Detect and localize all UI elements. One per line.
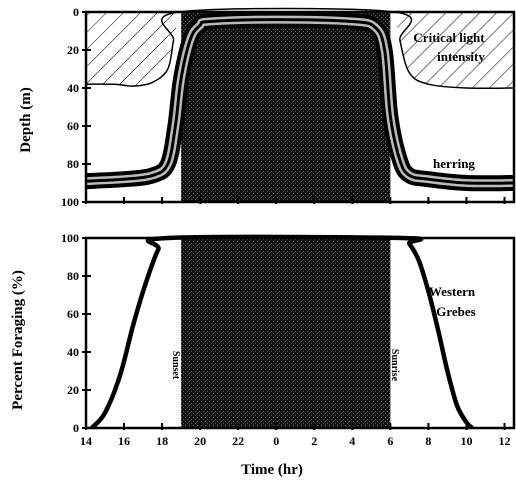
top-night-shading: [181, 12, 391, 202]
x-tick-label: 4: [349, 434, 355, 448]
bottom-x-ticks: 14 16 18 20 22 0 2 4 6 8 10 12: [80, 423, 510, 448]
x-tick-label: 20: [194, 434, 206, 448]
top-plot-frame: [84, 10, 516, 204]
top-x-ticks: [85, 197, 506, 204]
y-tick-label: 60: [67, 119, 79, 133]
x-tick-label: 0: [273, 434, 279, 448]
x-tick-label: 10: [460, 434, 472, 448]
top-y-ticks: 0 20 40 60 80 100: [61, 5, 91, 209]
x-tick-label: 16: [118, 434, 130, 448]
bottom-y-axis-label: Percent Foraging (%): [10, 270, 26, 410]
herring-band-inner: [85, 18, 515, 185]
western-grebes-label: Grebes: [436, 304, 475, 319]
y-tick-label: 100: [61, 231, 79, 245]
foraging-panel: 0 20 40 60 80 100 14 16 18 20 22 0 2 4 6 8 10 12 Percent…: [10, 231, 516, 478]
depth-panel: 0 20 40 60 80 100 Depth (m) Critical light in…: [18, 5, 516, 209]
y-tick-label: 40: [67, 345, 79, 359]
x-tick-label: 12: [498, 434, 510, 448]
critical-light-area: [394, 12, 514, 89]
herring-label: herring: [433, 156, 475, 171]
western-grebes-label: Western: [429, 284, 476, 299]
y-tick-label: 20: [67, 383, 79, 397]
y-tick-label: 0: [73, 5, 79, 19]
bottom-night-shading: [181, 238, 391, 428]
x-axis-label: Time (hr): [241, 462, 303, 478]
y-tick-label: 100: [61, 195, 79, 209]
x-tick-label: 2: [311, 434, 317, 448]
bottom-plot-frame: [84, 236, 516, 430]
y-tick-label: 20: [67, 43, 79, 57]
bottom-y-ticks: 0 20 40 60 80 100: [61, 231, 91, 435]
y-tick-label: 60: [67, 307, 79, 321]
x-tick-label: 22: [232, 434, 244, 448]
critical-light-label: Critical light: [413, 30, 485, 45]
x-tick-label: 18: [156, 434, 168, 448]
x-tick-label: 6: [387, 434, 393, 448]
y-tick-label: 40: [67, 81, 79, 95]
top-y-axis-label: Depth (m): [18, 87, 34, 152]
critical-light-label: intensity: [437, 49, 485, 64]
y-tick-label: 0: [73, 421, 79, 435]
y-tick-label: 80: [67, 269, 79, 283]
sunrise-label: Sunrise: [389, 349, 400, 382]
sunset-label: Sunset: [170, 351, 181, 380]
x-tick-label: 14: [80, 434, 92, 448]
y-tick-label: 80: [67, 157, 79, 171]
x-tick-label: 8: [425, 434, 431, 448]
critical-light-line: [85, 7, 515, 90]
critical-light-area: [86, 12, 180, 87]
